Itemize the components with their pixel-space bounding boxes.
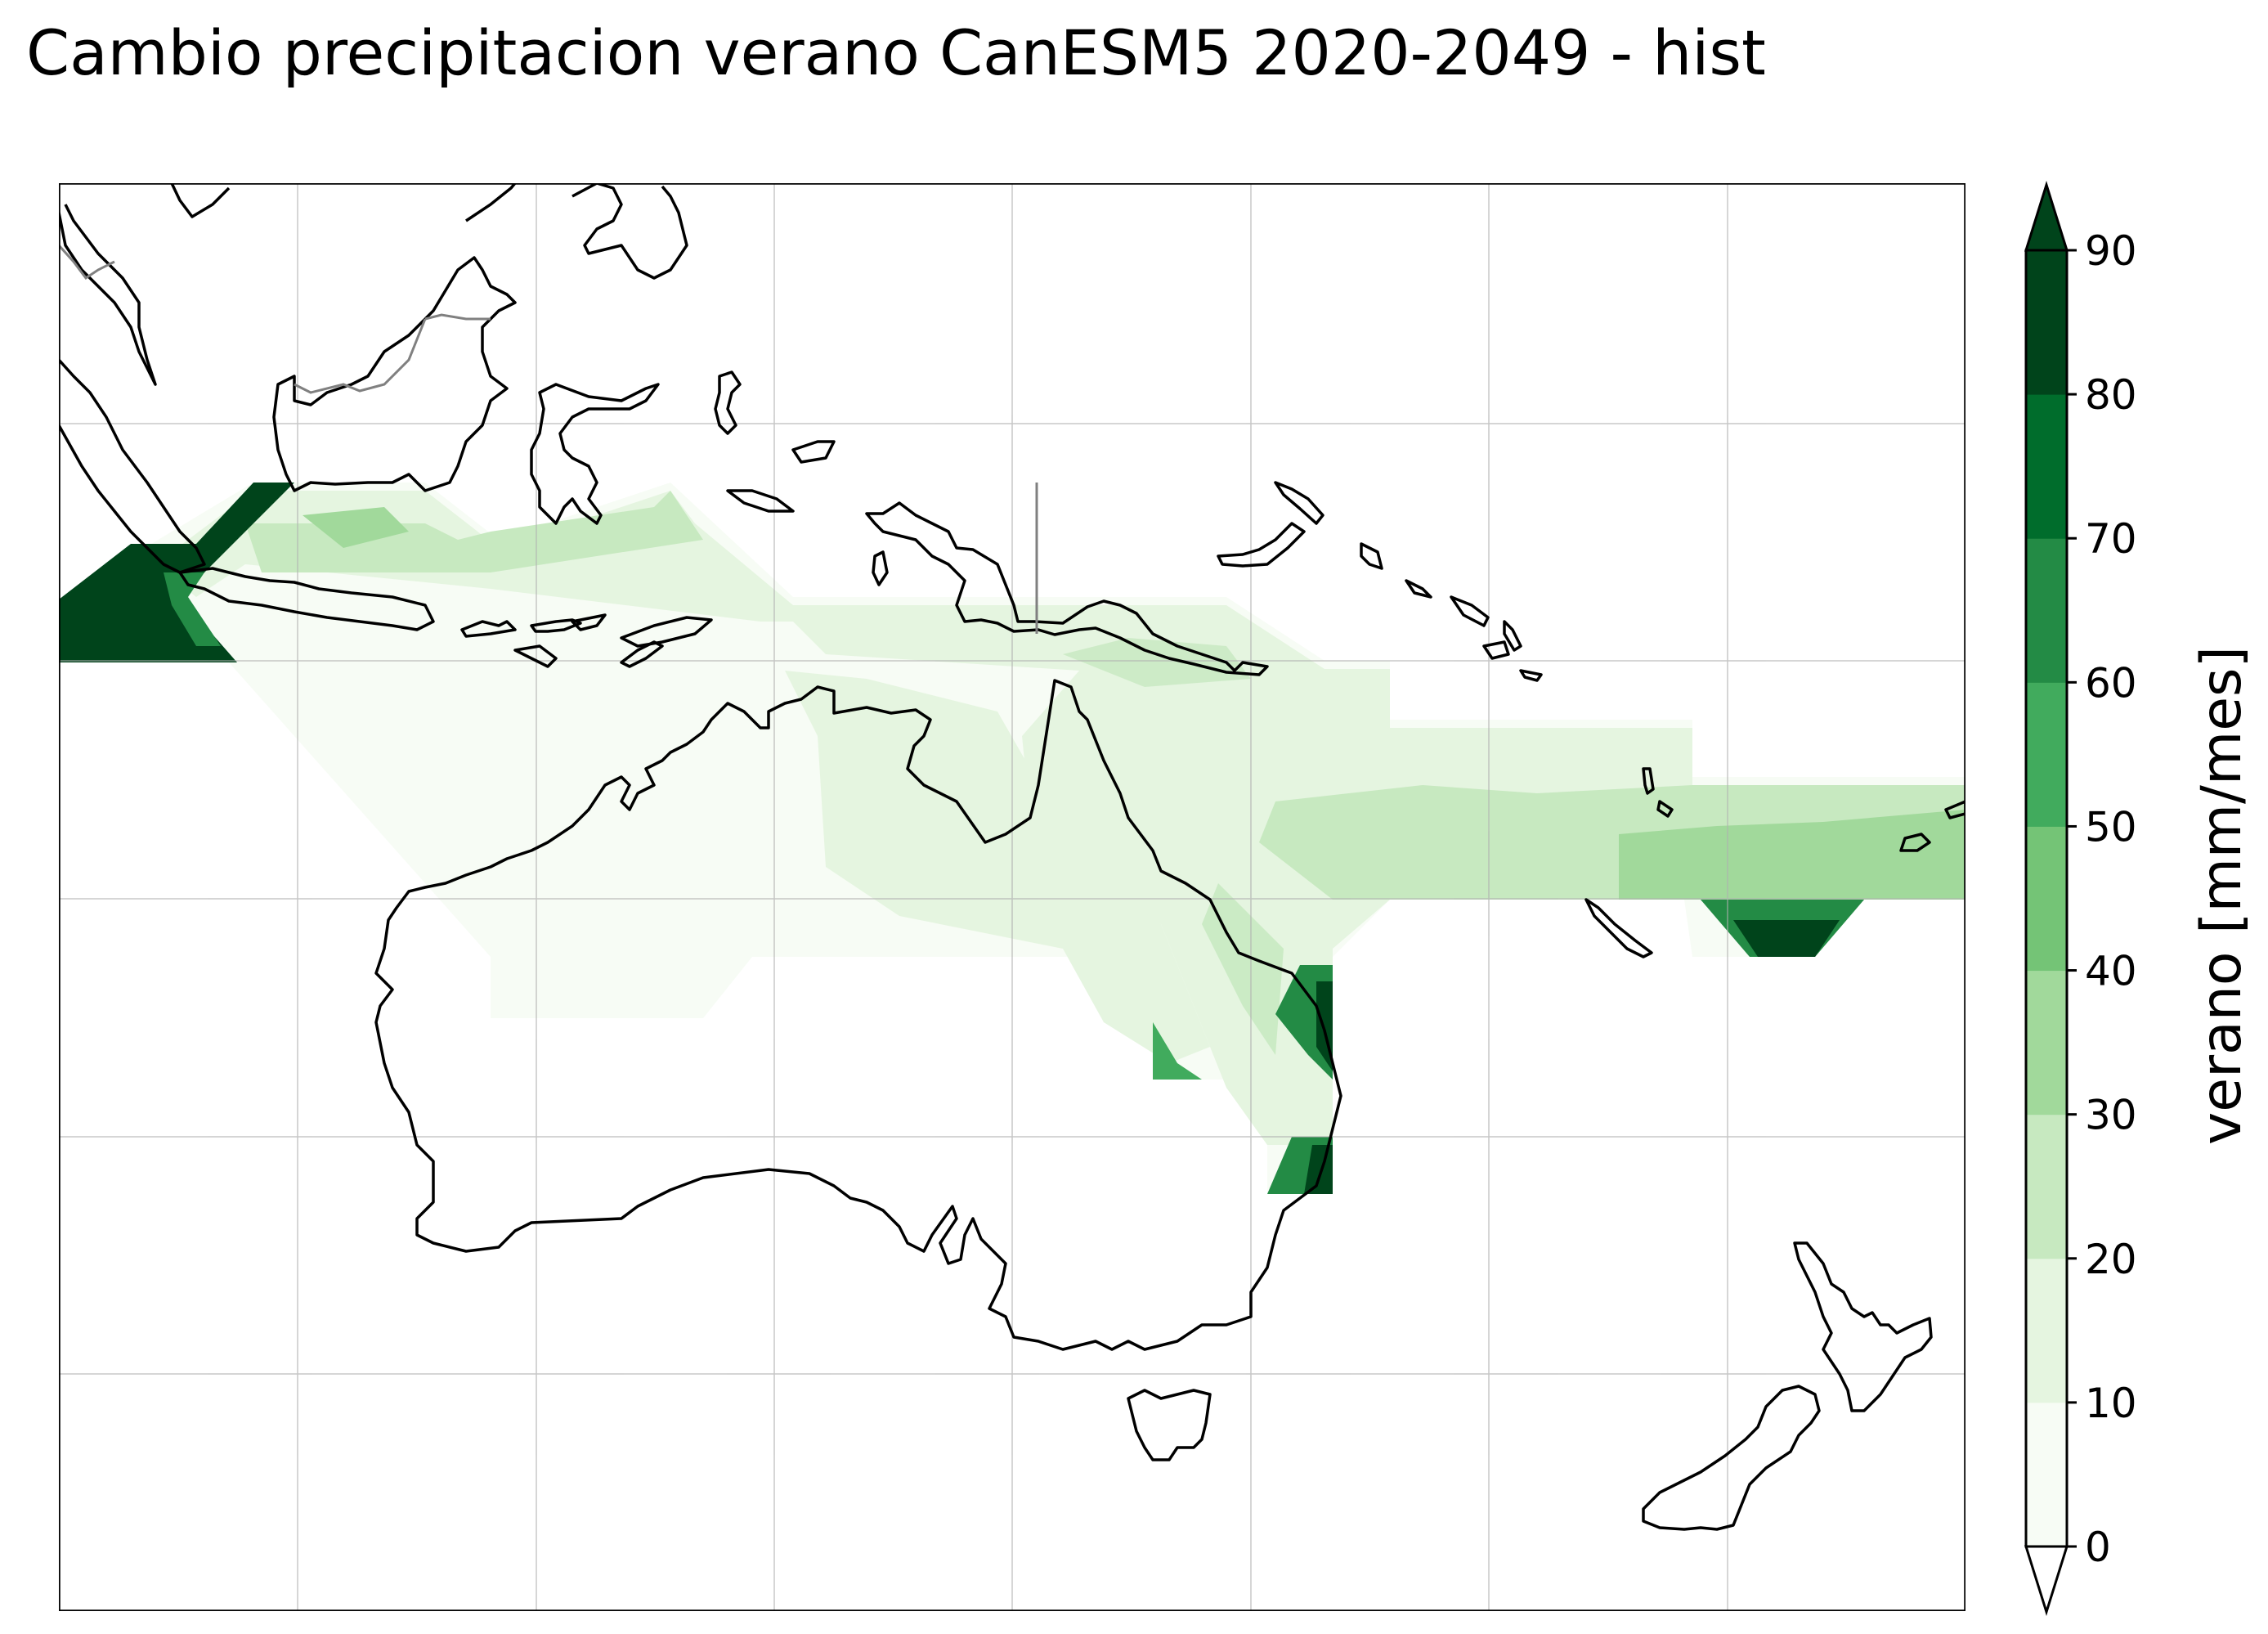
colorbar-tick-label: 60 xyxy=(2085,659,2137,707)
vanuatu-2 xyxy=(1656,800,1674,818)
colorbar-segment xyxy=(2026,538,2067,683)
colorbar-segment xyxy=(2026,970,2067,1116)
new-guinea-coastline xyxy=(865,501,1269,676)
philippines-3 xyxy=(170,183,231,218)
colorbar-segment xyxy=(2026,826,2067,972)
colorbar-segment xyxy=(2026,394,2067,539)
coastlines xyxy=(59,183,1965,1531)
lesser-sunda-4 xyxy=(620,616,713,648)
colorbar-extend-max xyxy=(2024,180,2069,252)
solomon-5 xyxy=(1503,620,1522,652)
solomon-4 xyxy=(1482,640,1510,660)
colorbar: 0 10 20 30 40 50 60 70 80 90 xyxy=(2024,180,2137,1617)
colorbar-tick-label: 90 xyxy=(2085,227,2137,275)
new-britain-coastline xyxy=(1217,522,1306,568)
lesser-sunda-2 xyxy=(530,618,582,633)
philippines-2 xyxy=(465,183,517,222)
maluku-2 xyxy=(726,489,795,513)
new-zealand-south-coastline xyxy=(1642,1385,1821,1531)
solomon-1 xyxy=(1360,542,1383,570)
colorbar-tick-label: 0 xyxy=(2085,1524,2111,1571)
colorbar-outline xyxy=(2024,249,2069,1548)
colorbar-tick-label: 80 xyxy=(2085,371,2137,419)
vanuatu-1 xyxy=(1642,767,1655,795)
lesser-sunda-3 xyxy=(571,613,607,631)
colorbar-tick-label: 20 xyxy=(2085,1236,2137,1283)
new-ireland-coastline xyxy=(1274,481,1324,525)
colorbar-label: verano [mm/mes] xyxy=(2190,646,2254,1145)
solomon-6 xyxy=(1519,669,1543,682)
solomon-3 xyxy=(1450,595,1490,627)
new-caledonia-coastline xyxy=(1584,898,1653,958)
colorbar-segment xyxy=(2026,1402,2067,1547)
solomon-2 xyxy=(1405,579,1432,599)
new-zealand-north-coastline xyxy=(1793,1241,1933,1412)
lesser-sunda-1 xyxy=(460,620,517,638)
fiji-1 xyxy=(1899,833,1931,852)
philippines-1 xyxy=(571,183,688,280)
borders xyxy=(59,244,1038,634)
colorbar-segment xyxy=(2026,1114,2067,1259)
map-panel xyxy=(59,183,1965,1611)
fiji-2 xyxy=(1944,800,1965,819)
australia-coastline xyxy=(374,679,1342,1351)
timor-coastline xyxy=(620,640,664,668)
colorbar-segment xyxy=(2026,1258,2067,1403)
colorbar-tick-label: 10 xyxy=(2085,1380,2137,1427)
colorbar-extend-min xyxy=(2024,1545,2069,1617)
colorbar-tick-label: 70 xyxy=(2085,515,2137,563)
colorbar-segment xyxy=(2026,250,2067,395)
maluku-3 xyxy=(872,550,889,586)
map-title: Cambio precipitacion verano CanESM5 2020… xyxy=(26,16,1766,89)
colorbar-tick-label: 40 xyxy=(2085,948,2137,995)
sumba-coastline xyxy=(513,644,558,668)
malay-peninsula xyxy=(59,204,157,386)
halmahera-coastline xyxy=(714,370,742,435)
sumatra-coastline xyxy=(59,358,206,574)
colorbar-tick-label: 30 xyxy=(2085,1092,2137,1139)
sulawesi-coastline xyxy=(530,383,660,525)
tasmania-coastline xyxy=(1127,1389,1212,1461)
colorbar-tick-label: 50 xyxy=(2085,803,2137,851)
gridlines xyxy=(59,183,1965,1611)
java-coastline xyxy=(178,567,435,631)
maluku-1 xyxy=(791,440,836,464)
colorbar-segment xyxy=(2026,682,2067,827)
borneo-coastline xyxy=(272,256,517,492)
